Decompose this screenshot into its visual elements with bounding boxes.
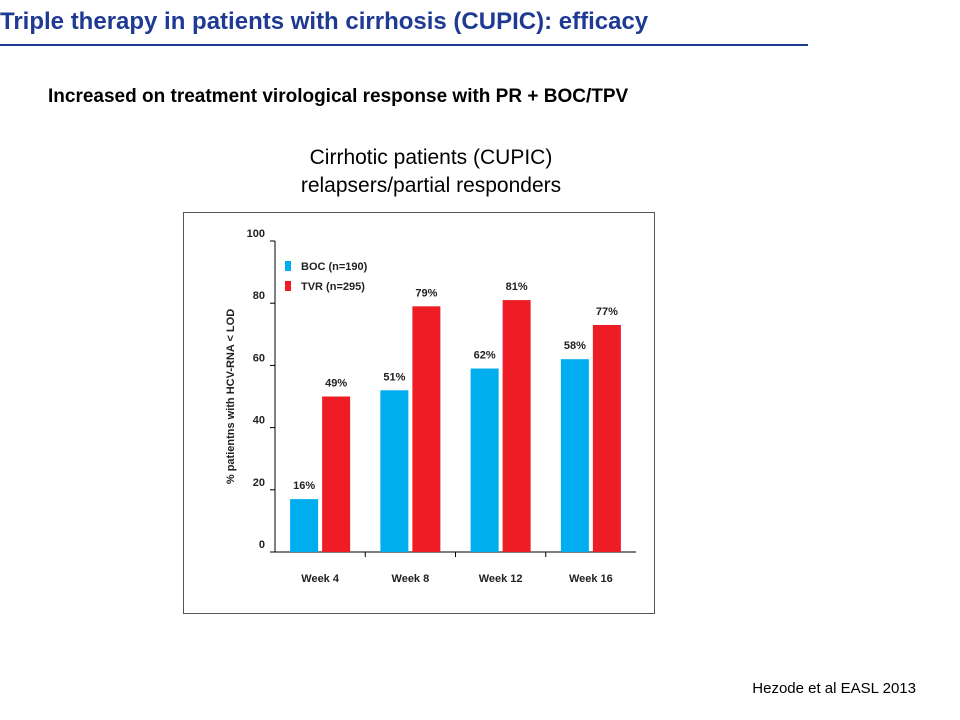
bar-tvr [592, 324, 621, 552]
citation: Hezode et al EASL 2013 [752, 680, 916, 697]
legend-swatch [285, 281, 291, 291]
title-rule [0, 44, 808, 46]
x-tick-label: Week 12 [479, 573, 523, 585]
slide-subtitle: Increased on treatment virological respo… [48, 86, 629, 107]
bar-boc [380, 390, 409, 552]
data-label: 51% [383, 371, 405, 383]
legend-swatch [285, 261, 291, 271]
y-tick-label: 60 [253, 352, 265, 364]
bar-boc [470, 368, 499, 552]
bar-tvr [412, 306, 441, 552]
data-label: 62% [474, 350, 496, 362]
legend-label: TVR (n=295) [301, 281, 365, 293]
chart-heading-line2: relapsers/partial responders [300, 174, 562, 197]
data-label: 81% [506, 281, 528, 293]
chart-frame: 0 20 40 60 80 100 % patientns with HCV-RNA < L… [183, 212, 655, 614]
y-tick-label: 80 [253, 290, 265, 302]
y-tick-label: 0 [259, 539, 265, 551]
data-label: 58% [564, 340, 586, 352]
y-axis-title: % patientns with HCV-RNA < LOD [225, 309, 237, 484]
legend-label: BOC (n=190) [301, 261, 368, 273]
y-tick-label: 100 [247, 228, 265, 240]
data-label: 77% [596, 306, 618, 318]
data-label: 79% [415, 287, 437, 299]
data-label: 49% [325, 378, 347, 390]
data-label: 16% [293, 480, 315, 492]
x-tick-label: Week 16 [569, 573, 613, 585]
y-tick-label: 40 [253, 415, 265, 427]
bar-boc [290, 499, 319, 552]
bar-chart: 0 20 40 60 80 100 % patientns with HCV-RNA < L… [225, 228, 636, 585]
bar-tvr [322, 396, 351, 552]
x-tick-label: Week 8 [392, 573, 430, 585]
bar-tvr [502, 300, 531, 552]
chart-heading-line1: Cirrhotic patients (CUPIC) [309, 146, 553, 169]
bar-boc [560, 359, 589, 552]
y-tick-label: 20 [253, 477, 265, 489]
slide-title: Triple therapy in patients with cirrhosi… [0, 8, 649, 35]
x-tick-label: Week 4 [301, 573, 340, 585]
